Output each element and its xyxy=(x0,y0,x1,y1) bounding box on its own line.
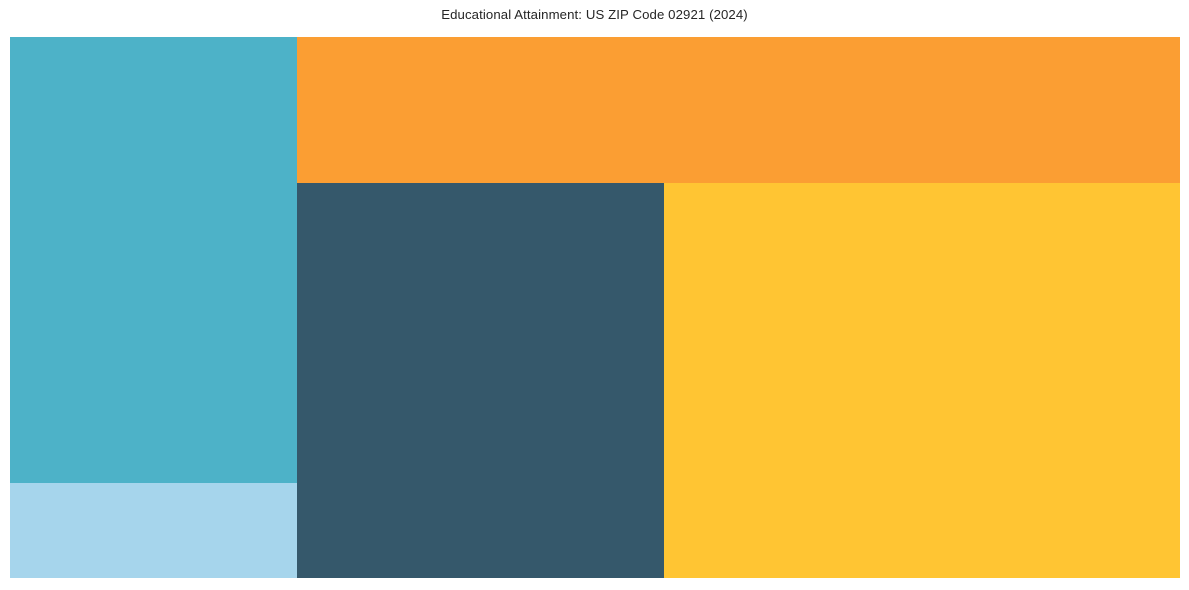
chart-title: Educational Attainment: US ZIP Code 0292… xyxy=(441,7,748,22)
treemap-tile-bachelors-degree[interactable]: Bachelor's degree xyxy=(10,37,297,483)
treemap-tile-associate-degree[interactable]: Associate degree xyxy=(664,183,1180,578)
treemap-plot-area: Bachelor's degree Graduate or profession… xyxy=(10,37,1180,578)
treemap-tile-some-college-no-degree[interactable]: Some college, no degree xyxy=(297,37,1180,183)
treemap-tile-graduate-or-professional-degree[interactable]: Graduate or professional degree xyxy=(10,483,297,578)
treemap-tile-high-school-graduate[interactable]: High school graduate xyxy=(297,183,664,578)
